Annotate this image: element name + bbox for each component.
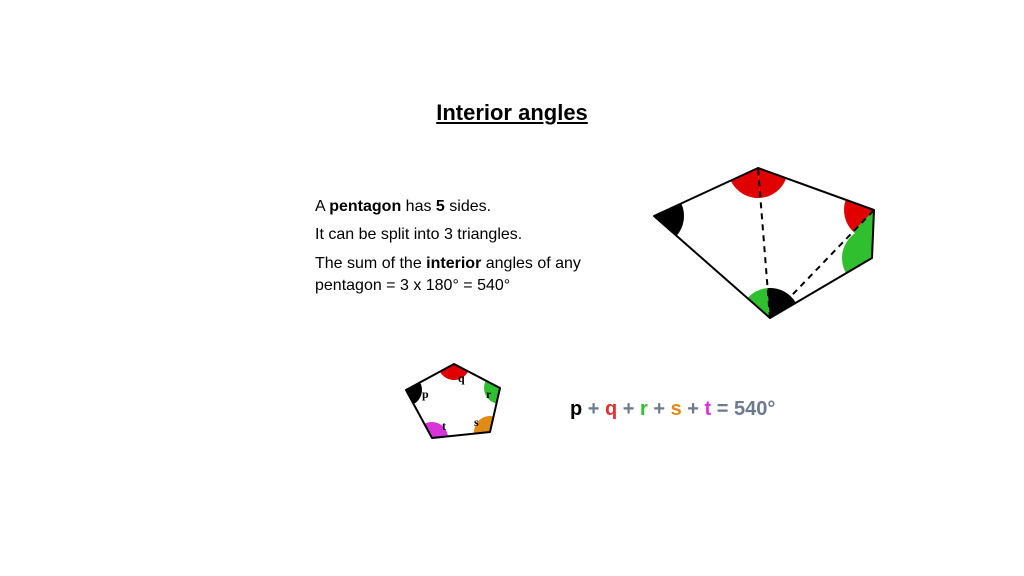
angle-sum-equation: p + q + r + s + t = 540° [570, 398, 775, 421]
txt: It can be split into 3 triangles. [315, 224, 635, 246]
svg-text:s: s [474, 415, 479, 429]
svg-text:p: p [422, 387, 429, 401]
page-title: Interior angles [0, 100, 1024, 126]
txt: has [401, 198, 436, 215]
svg-text:r: r [486, 387, 492, 401]
pentagon-small-diagram: p q rs t [396, 356, 512, 453]
txt-bold: 5 [436, 198, 445, 215]
svg-text:q: q [458, 371, 465, 385]
equation-var-s: s [671, 398, 682, 420]
txt: sides. [445, 198, 491, 215]
txt: A [315, 198, 329, 215]
equation-var-p: p [570, 398, 582, 420]
equation-var-q: q [605, 398, 617, 420]
txt-bold: pentagon [329, 198, 401, 215]
txt-bold: interior [426, 255, 481, 272]
txt: The sum of the [315, 255, 426, 272]
equation-var-r: r [640, 398, 648, 420]
pentagon-large-diagram [638, 158, 890, 335]
svg-text:t: t [442, 419, 446, 433]
explanation-text: A pentagon has 5 sides. It can be split … [315, 190, 635, 304]
